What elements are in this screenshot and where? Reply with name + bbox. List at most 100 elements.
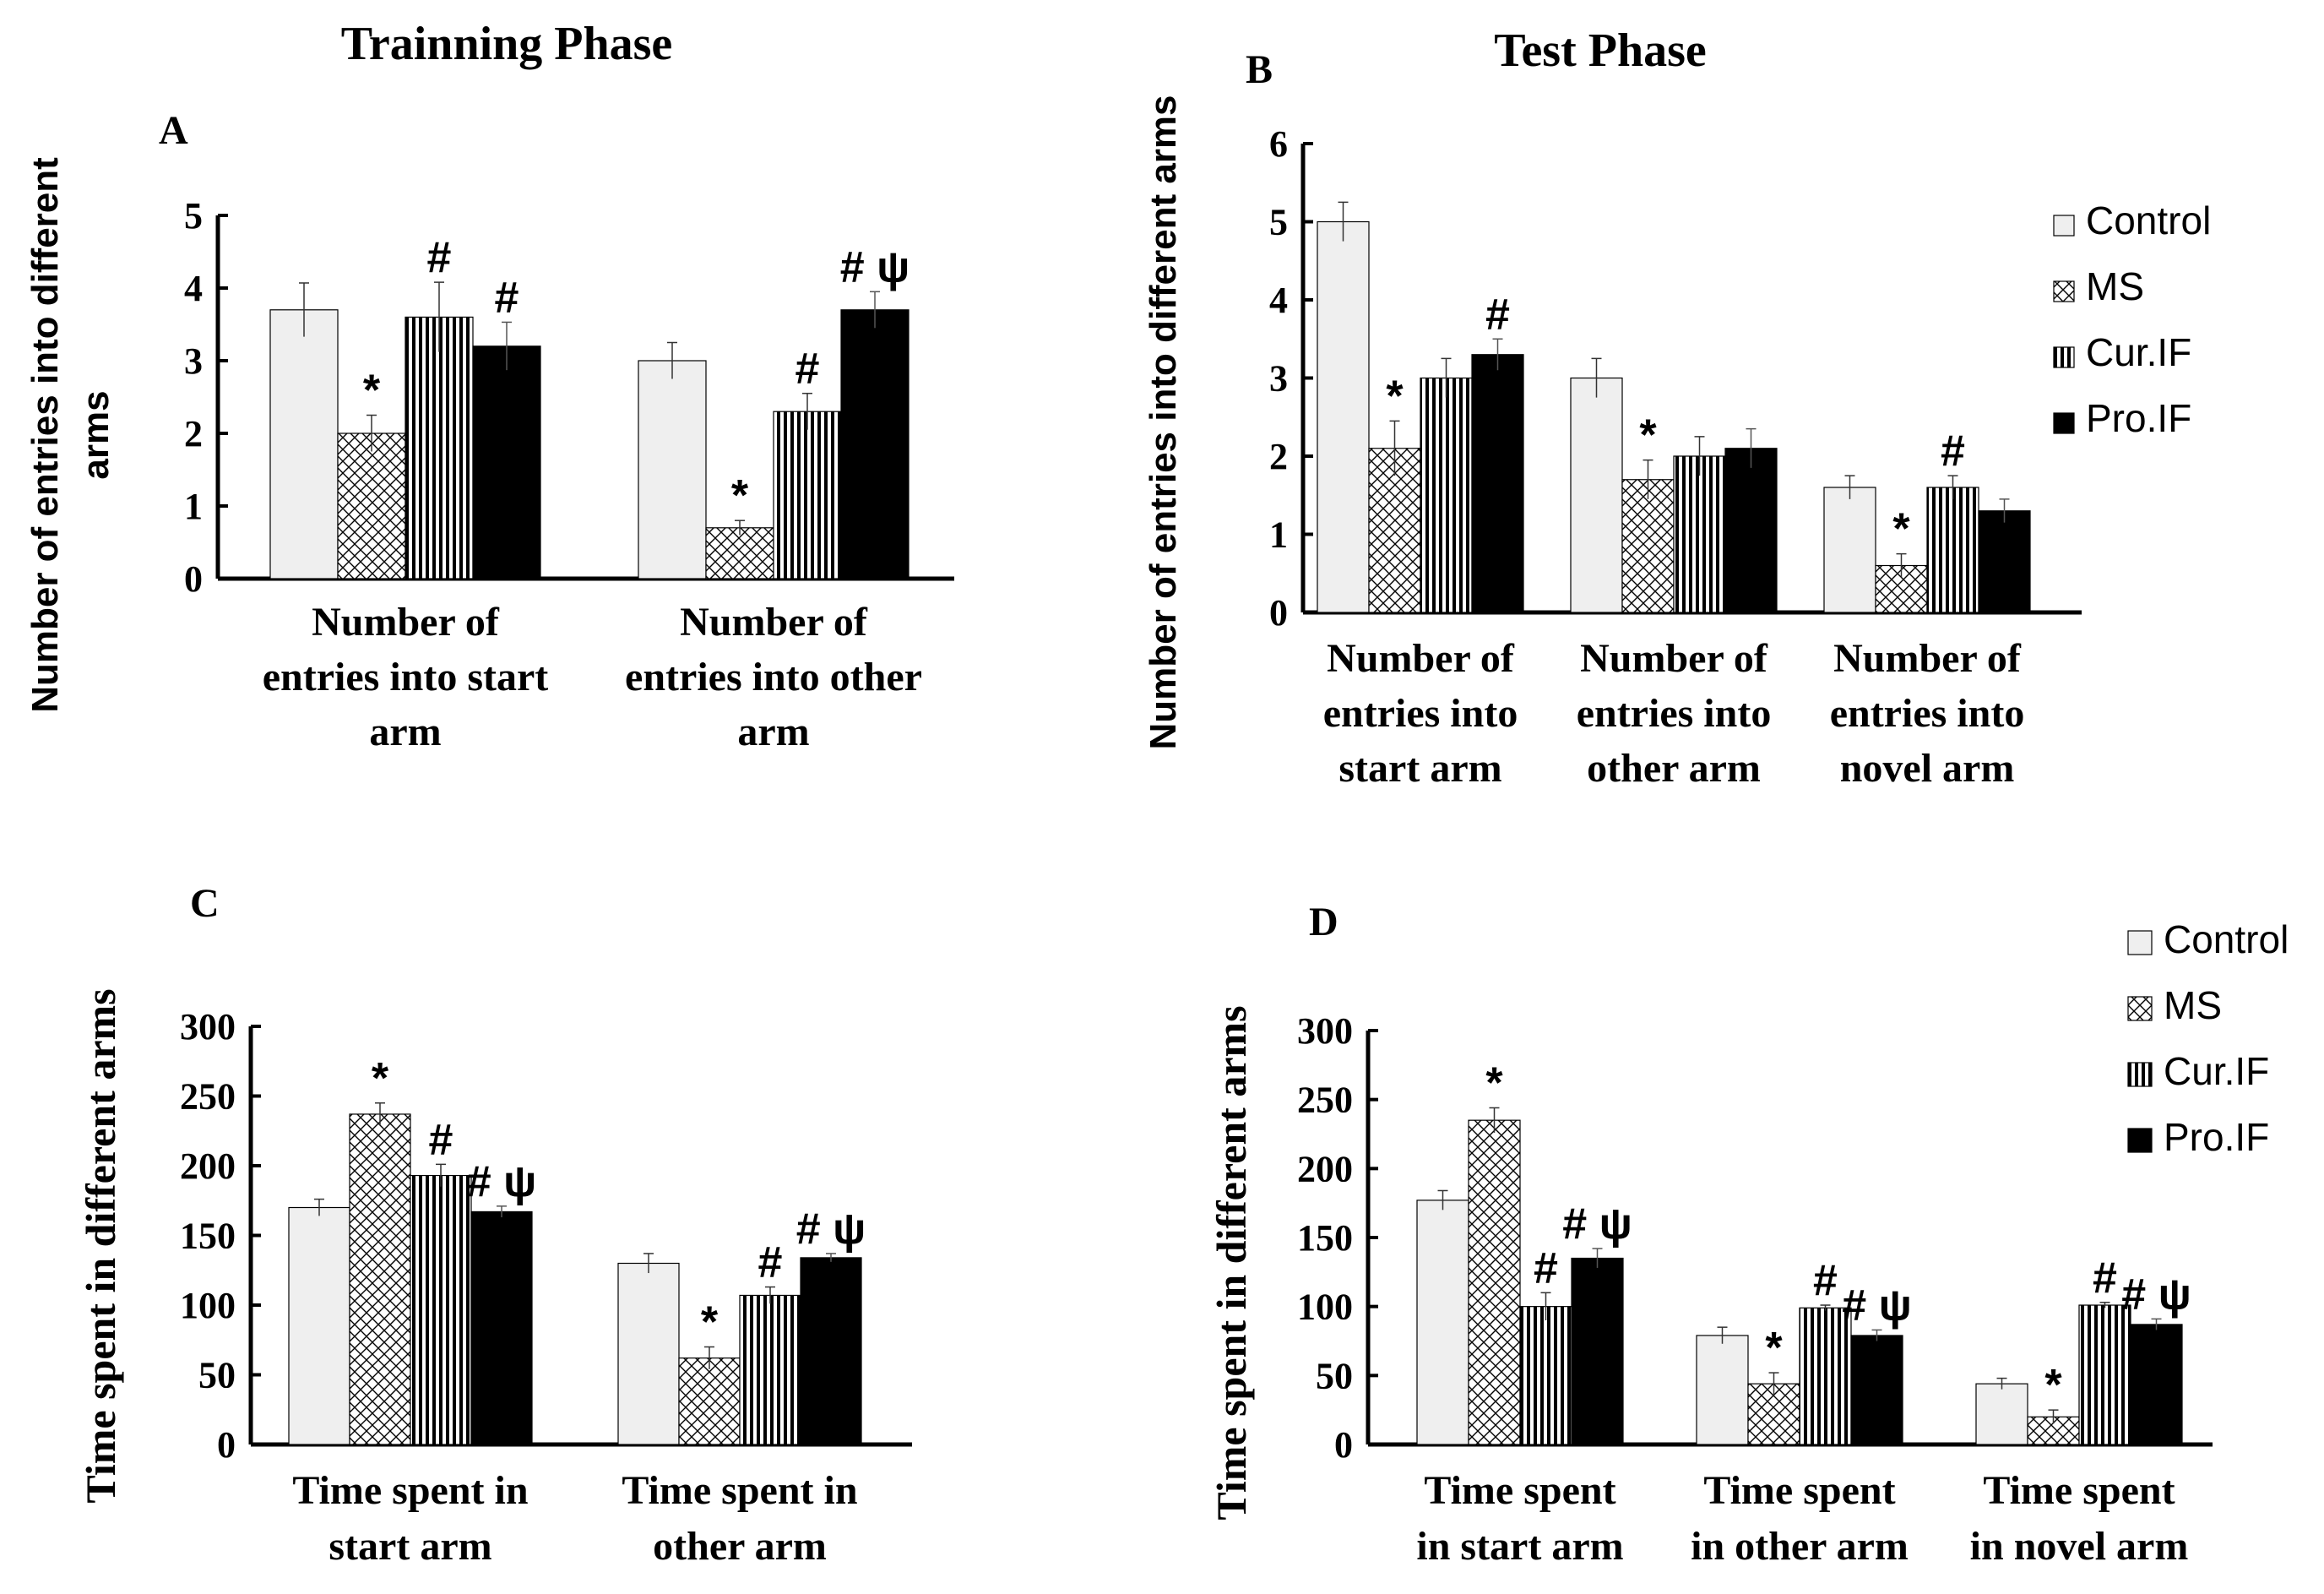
panel-d-legend-label: MS <box>2164 983 2222 1027</box>
panel-d-y-tick-label: 250 <box>1297 1080 1353 1121</box>
panel-a-significance-mark: # <box>427 233 452 282</box>
panel-d-significance-mark: # <box>1534 1243 1558 1292</box>
panel-b-category-label: Number of <box>1833 636 2022 681</box>
panel-a-y-tick-label: 2 <box>184 413 203 454</box>
panel-a-bar-ms <box>337 433 406 579</box>
panel-c-y-tick-label: 200 <box>180 1145 236 1187</box>
panel-a-category-label: Number of <box>312 600 500 645</box>
panel-d-significance-mark: # ψ <box>1562 1200 1632 1249</box>
panel-b-bar-proif <box>1724 448 1778 613</box>
panel-a-y-tick-label: 1 <box>184 486 203 527</box>
panel-c-category-label: Time spent in <box>292 1468 528 1513</box>
panel-c-category-label: Time spent in <box>622 1468 857 1513</box>
panel-a-bar-proif <box>472 345 541 579</box>
panel-b-legend-label: Control <box>2086 199 2211 242</box>
panel-b-bar-proif <box>1471 354 1524 613</box>
panel-b-bar-proif <box>1978 510 2031 613</box>
panel-c-y-tick-label: 0 <box>217 1424 236 1466</box>
panel-b-bar-control <box>1570 377 1623 613</box>
panel-b-significance-mark: * <box>1892 505 1910 554</box>
panel-a-significance-mark: * <box>731 471 749 520</box>
panel-d-bar-control <box>1416 1200 1469 1445</box>
panel-d-legend-swatch-proif <box>2127 1128 2153 1153</box>
panel-c-bar-curif <box>410 1174 472 1445</box>
panel-a-bar-curif <box>773 411 842 579</box>
panel-d-significance-mark: * <box>1485 1058 1503 1107</box>
panel-d-significance-mark: # <box>1813 1256 1838 1305</box>
panel-d-y-tick-label: 150 <box>1297 1217 1353 1259</box>
panel-a-label: A <box>159 108 188 153</box>
panel-b-significance-mark: * <box>1639 411 1657 460</box>
panel-b-category-label: Number of <box>1327 636 1515 681</box>
panel-b-bar-curif <box>1673 455 1726 613</box>
panel-a-bar-control <box>269 309 339 579</box>
panel-b-bar-ms <box>1621 479 1675 613</box>
panel-d-significance-mark: * <box>2044 1361 2062 1410</box>
panel-c-y-tick-label: 150 <box>180 1216 236 1257</box>
panel-d-category-label: Time spent <box>1703 1468 1895 1513</box>
panel-a-significance-mark: # <box>795 345 820 394</box>
panel-a-category-label: arm <box>737 710 809 754</box>
panel-d-bar-ms <box>1468 1119 1521 1445</box>
panel-c-bar-proif <box>800 1257 862 1445</box>
panel-b-y-axis-title: Number of entries into different arms <box>1143 95 1184 749</box>
panel-b-category-label: entries into <box>1323 691 1518 736</box>
panel-d-bar-proif <box>1850 1335 1903 1445</box>
panel-d-label: D <box>1309 900 1338 944</box>
panel-a-bar-curif <box>405 316 474 579</box>
panel-b-category-label: entries into <box>1577 691 1772 736</box>
panel-c-y-tick-label: 300 <box>180 1006 236 1047</box>
panel-b-significance-mark: * <box>1386 372 1404 421</box>
panel-b-legend-label: MS <box>2086 264 2144 308</box>
panel-c-significance-mark: # <box>758 1238 783 1287</box>
panel-a-y-axis-title-line: Number of entries into different <box>24 157 66 713</box>
panel-a-bar-proif <box>840 309 910 579</box>
panel-c-significance-mark: # ψ <box>796 1205 866 1254</box>
panel-d-chart: D Time spent in different arms 0 50 100 150 20… <box>1208 900 2289 1569</box>
panel-a-y-tick-label: 3 <box>184 340 203 382</box>
panel-d-bar-control <box>1696 1335 1749 1445</box>
panel-b-legend-swatch-proif <box>2053 412 2075 434</box>
panel-b-category-label: novel arm <box>1840 746 2015 791</box>
panel-c-significance-mark: # ψ <box>467 1157 537 1206</box>
panel-b-legend-swatch-control <box>2053 215 2075 237</box>
panel-d-y-tick-label: 300 <box>1297 1010 1353 1052</box>
panel-c-y-tick-label: 250 <box>180 1076 236 1118</box>
panel-d-y-tick-label: 50 <box>1316 1355 1353 1396</box>
panel-b-bar-curif <box>1420 377 1473 613</box>
panel-c-label: C <box>190 881 220 926</box>
panel-d-category-label: in start arm <box>1416 1524 1623 1569</box>
panel-b-legend-swatch-ms <box>2053 280 2075 302</box>
panel-a-y-tick-label: 5 <box>184 195 203 237</box>
panel-a-y-axis-title: Number of entries into different arms <box>24 157 117 713</box>
panel-b-y-tick-label: 3 <box>1269 358 1288 400</box>
panel-b-significance-mark: # <box>1941 427 1965 476</box>
panel-c-bar-ms <box>678 1357 741 1445</box>
panel-d-bar-curif <box>2078 1304 2131 1445</box>
panel-b-category-label: entries into <box>1830 691 2025 736</box>
panel-d-significance-mark: # <box>2093 1254 2117 1303</box>
panel-d-category-label: in novel arm <box>1970 1524 2189 1569</box>
panel-d-y-axis-title: Time spent in different arms <box>1208 1005 1255 1520</box>
training-phase-title: Trainning Phase <box>341 18 673 70</box>
panel-c-category-label: other arm <box>653 1524 827 1569</box>
panel-b-legend-label: Pro.IF <box>2086 396 2191 440</box>
panel-d-bar-curif <box>1519 1306 1572 1445</box>
panel-a-significance-mark: * <box>363 367 381 416</box>
panel-c-bar-ms <box>349 1113 411 1445</box>
panel-d-significance-mark: # ψ <box>2121 1270 2191 1319</box>
panel-d-y-tick-label: 100 <box>1297 1287 1353 1328</box>
panel-c-bar-control <box>617 1262 680 1445</box>
panel-b-label: B <box>1246 47 1273 92</box>
panel-a-category-label: arm <box>369 710 441 754</box>
panel-b-y-tick-label: 5 <box>1269 202 1288 243</box>
panel-d-category-label: in other arm <box>1691 1524 1909 1569</box>
panel-d-legend-label: Control <box>2164 917 2289 961</box>
panel-c-significance-mark: * <box>372 1054 389 1103</box>
panel-b-y-tick-label: 4 <box>1269 280 1288 321</box>
panel-a-category-label: entries into other <box>625 655 922 699</box>
panel-c-y-axis-title: Time spent in different arms <box>77 988 124 1503</box>
panel-a-y-tick-label: 0 <box>184 558 203 600</box>
panel-b-legend-swatch-curif <box>2053 346 2075 368</box>
